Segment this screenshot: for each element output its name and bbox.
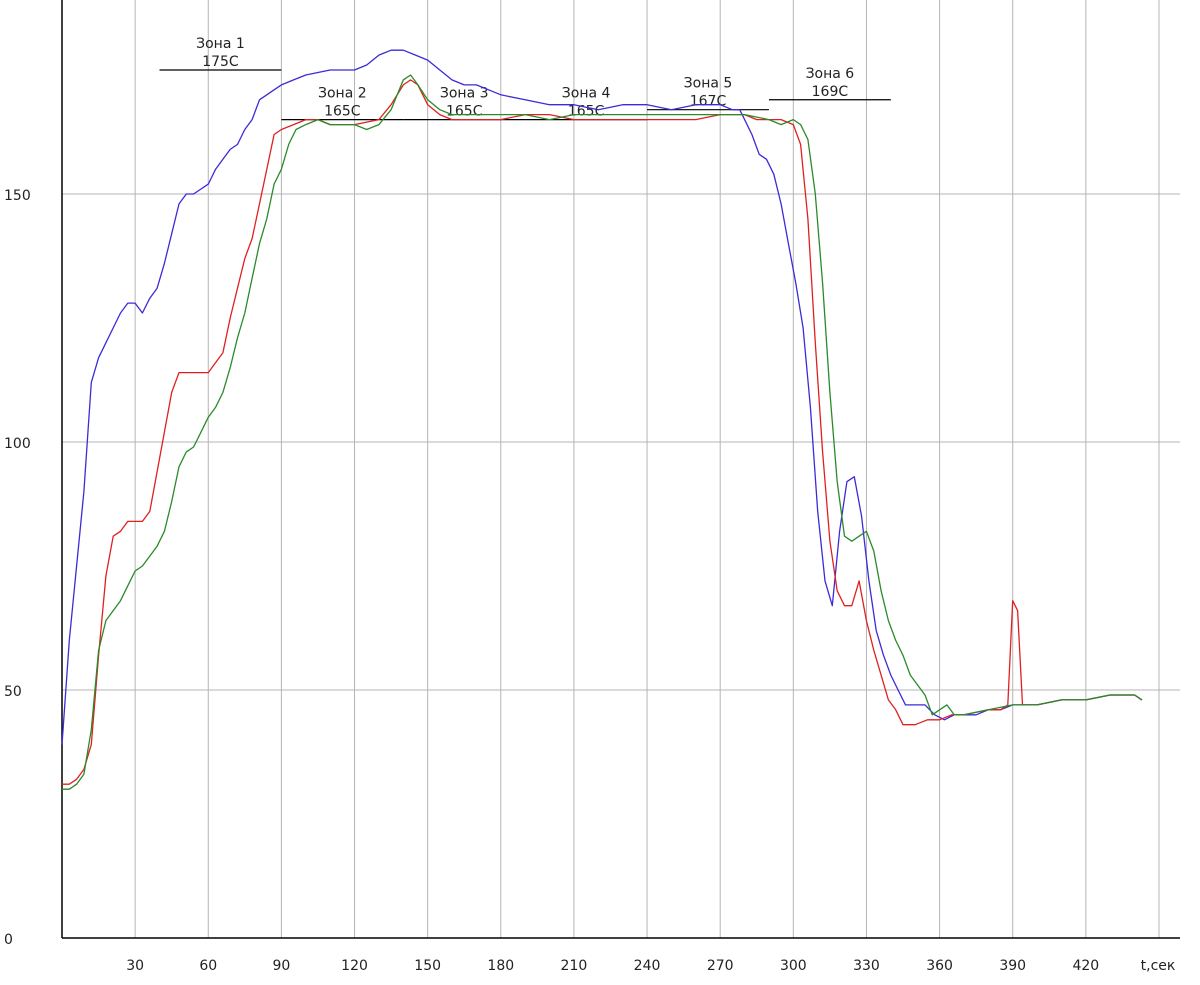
x-tick-label: 300 — [780, 958, 807, 974]
x-tick-label: 330 — [853, 958, 880, 974]
zone-temperature: 167С — [690, 94, 727, 110]
x-tick-label: 270 — [707, 958, 734, 974]
zone-temperature: 165С — [324, 104, 361, 120]
zone-annotations: Зона 1 175С Зона 2 165С Зона 3 165С Зона 4 165С… — [160, 36, 891, 120]
x-tick-label: 180 — [487, 958, 514, 974]
x-tick-label: 420 — [1072, 958, 1099, 974]
y-tick-label: 0 — [4, 932, 13, 948]
zone-name: Зона 1 — [196, 36, 245, 52]
x-tick-label: 150 — [414, 958, 441, 974]
zone-temperature: 165С — [446, 104, 483, 120]
zone-name: Зона 5 — [684, 76, 733, 92]
x-tick-label: 60 — [199, 958, 217, 974]
y-tick-label: 150 — [4, 188, 31, 204]
x-tick-label: 30 — [126, 958, 144, 974]
series-line-1 — [62, 50, 1142, 744]
x-tick-label: 120 — [341, 958, 368, 974]
tick-labels: 30 60 90 120 150 180 210 240 270 300 330 360 390 420 t… — [4, 188, 1175, 974]
zone-name: Зона 4 — [562, 86, 611, 102]
zone-temperature: 169С — [812, 84, 849, 100]
zone-name: Зона 2 — [318, 86, 367, 102]
zone-temperature: 175С — [202, 54, 239, 70]
y-tick-label: 100 — [4, 436, 31, 452]
x-tick-label: 210 — [561, 958, 588, 974]
zone-name: Зона 6 — [806, 66, 855, 82]
x-tick-label: 90 — [272, 958, 290, 974]
x-tick-label: 390 — [999, 958, 1026, 974]
series-lines — [62, 50, 1142, 789]
x-tick-label: 360 — [926, 958, 953, 974]
series-line-3 — [62, 75, 1142, 789]
zone-temperature: 165С — [568, 104, 605, 120]
grid — [62, 0, 1180, 938]
zone-name: Зона 3 — [440, 86, 489, 102]
x-tick-label: 240 — [634, 958, 661, 974]
x-axis-label: t,сек — [1141, 958, 1176, 974]
y-tick-label: 50 — [4, 684, 22, 700]
series-line-2 — [62, 80, 1142, 784]
